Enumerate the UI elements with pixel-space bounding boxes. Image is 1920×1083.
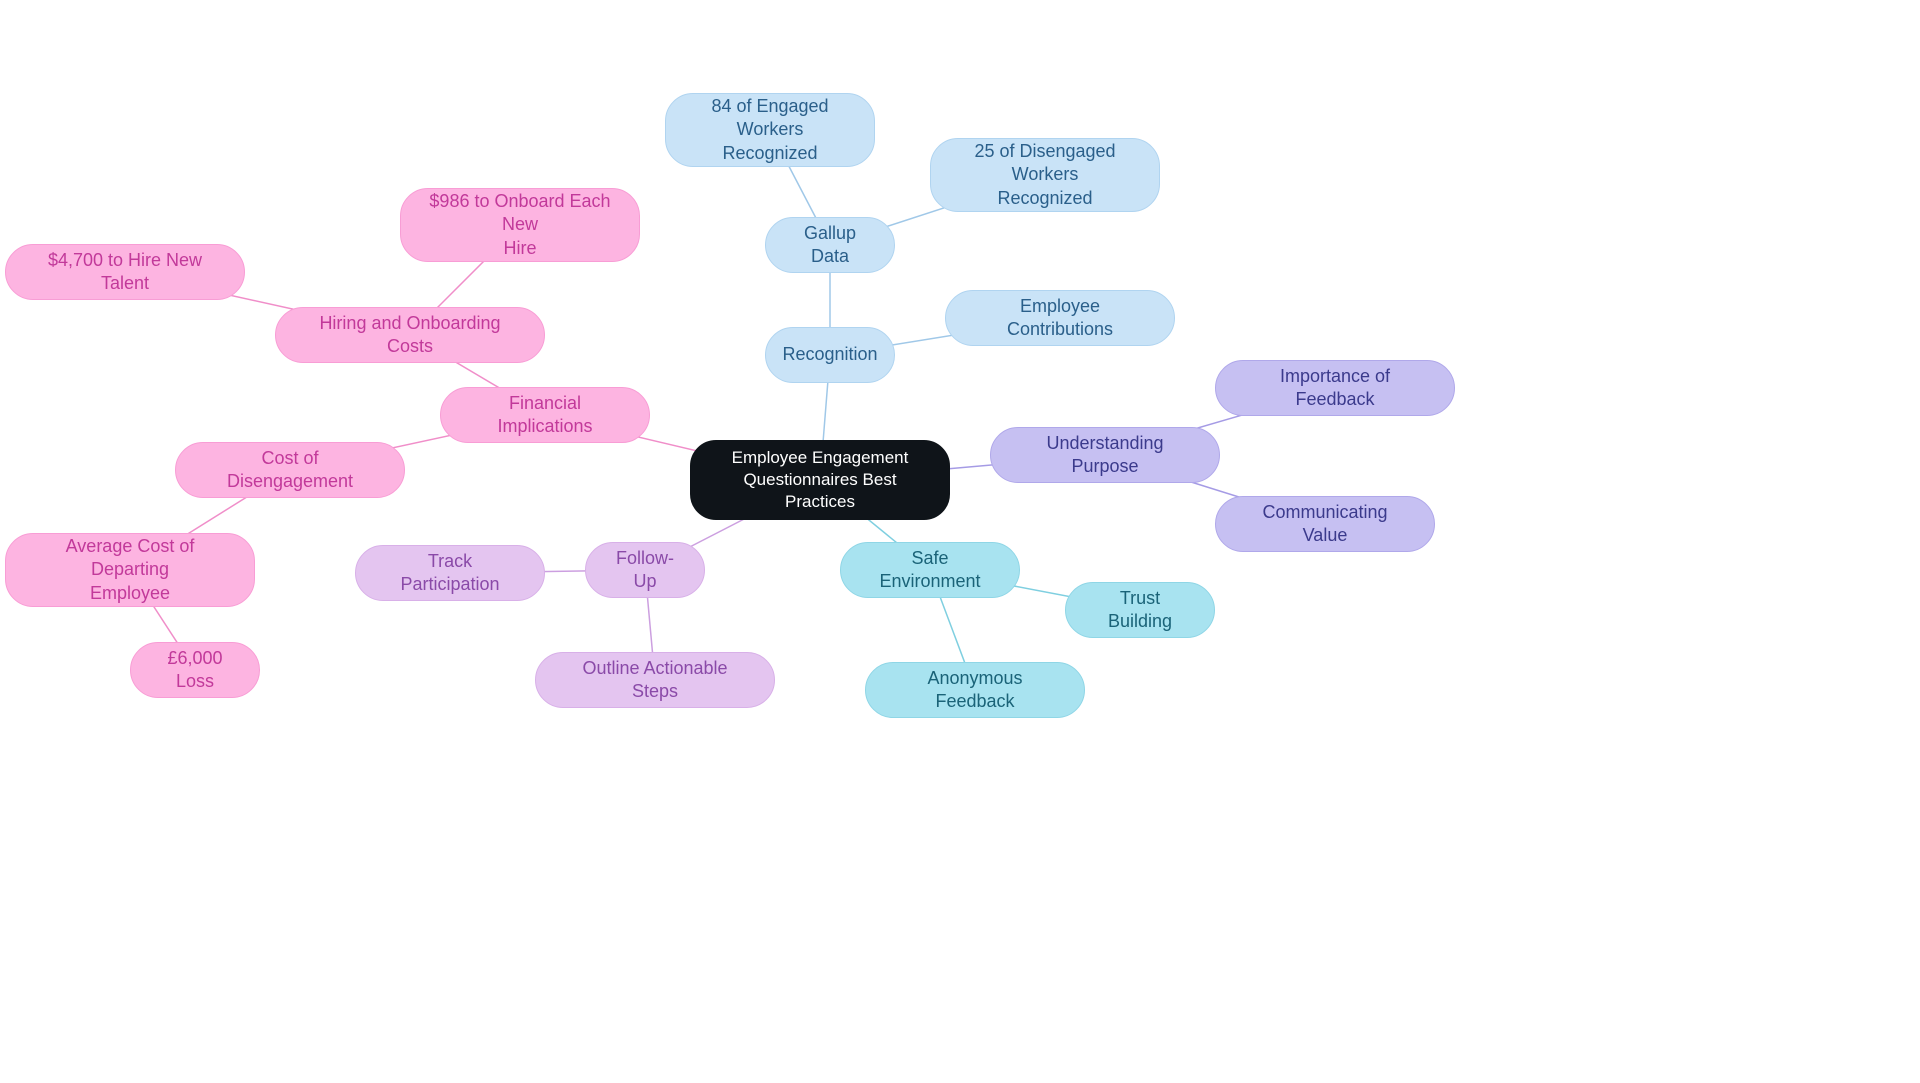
node-disengaged25: 25 of Disengaged Workers Recognized [930,138,1160,212]
node-label: Track Participation [380,550,520,597]
node-hiring: Hiring and Onboarding Costs [275,307,545,363]
node-feedback: Importance of Feedback [1215,360,1455,416]
node-label: Gallup Data [790,222,870,269]
node-label: Communicating Value [1240,501,1410,548]
node-anon: Anonymous Feedback [865,662,1085,718]
node-loss6000: £6,000 Loss [130,642,260,698]
node-label: £6,000 Loss [155,647,235,694]
node-hire4700: $4,700 to Hire New Talent [5,244,245,300]
node-understanding: Understanding Purpose [990,427,1220,483]
node-engaged84: 84 of Engaged Workers Recognized [665,93,875,167]
node-label: Safe Environment [865,547,995,594]
node-financial: Financial Implications [440,387,650,443]
node-contributions: Employee Contributions [945,290,1175,346]
node-label: 25 of Disengaged Workers Recognized [955,140,1135,210]
node-label: Financial Implications [465,392,625,439]
node-label: Importance of Feedback [1240,365,1430,412]
node-label: Cost of Disengagement [200,447,380,494]
node-safeenv: Safe Environment [840,542,1020,598]
node-gallup: Gallup Data [765,217,895,273]
node-costdis: Cost of Disengagement [175,442,405,498]
node-label: $986 to Onboard Each New Hire [425,190,615,260]
node-avgcost: Average Cost of Departing Employee [5,533,255,607]
node-commvalue: Communicating Value [1215,496,1435,552]
node-label: Employee Engagement Questionnaires Best … [715,447,925,513]
node-label: Anonymous Feedback [890,667,1060,714]
node-label: Trust Building [1090,587,1190,634]
node-onboard986: $986 to Onboard Each New Hire [400,188,640,262]
node-followup: Follow-Up [585,542,705,598]
node-track: Track Participation [355,545,545,601]
node-label: $4,700 to Hire New Talent [30,249,220,296]
node-label: Average Cost of Departing Employee [30,535,230,605]
node-trust: Trust Building [1065,582,1215,638]
node-recognition: Recognition [765,327,895,383]
node-label: Follow-Up [610,547,680,594]
node-center: Employee Engagement Questionnaires Best … [690,440,950,520]
node-label: 84 of Engaged Workers Recognized [690,95,850,165]
node-label: Outline Actionable Steps [560,657,750,704]
node-actionable: Outline Actionable Steps [535,652,775,708]
node-label: Recognition [782,343,877,366]
node-label: Understanding Purpose [1015,432,1195,479]
node-label: Employee Contributions [970,295,1150,342]
node-label: Hiring and Onboarding Costs [300,312,520,359]
